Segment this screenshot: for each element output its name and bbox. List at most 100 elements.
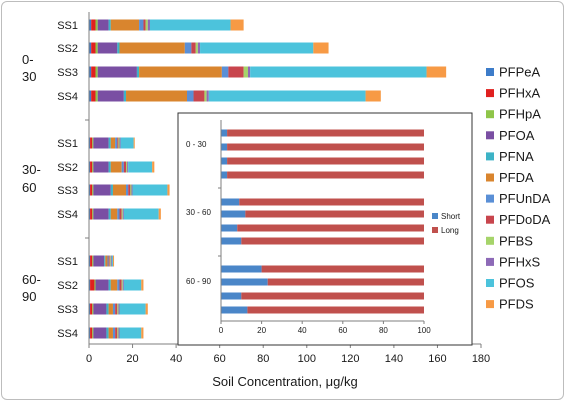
category-label-30-60-ss4: SS4: [57, 209, 78, 221]
bar-pfdoda-60-90-ss2: [119, 279, 122, 291]
bar-pfda-30-60-ss4: [110, 208, 118, 220]
group-label-1: 30-: [22, 162, 41, 177]
bar-pfbs-60-90-ss3: [117, 303, 119, 315]
inset-bar-long-0-30-ss4: [227, 171, 424, 179]
bar-pfbs-30-60-ss4: [121, 208, 123, 220]
legend-swatch-pfdoda: [486, 215, 494, 224]
group-label-2-line2: 90: [22, 289, 36, 304]
x-tick-label-120: 120: [341, 353, 359, 365]
bar-pfunda-30-60-ss1: [115, 137, 118, 149]
bar-pfoa-30-60-ss3: [93, 184, 111, 196]
inset-bar-short-30-60-ss2: [221, 210, 246, 218]
bar-pfpea-60-90-ss1: [89, 255, 91, 267]
bar-pfhxa-60-90-ss2: [90, 279, 95, 291]
legend-label-pfda: PFDA: [499, 170, 534, 185]
bar-pfds-60-90-ss4: [141, 327, 144, 339]
inset-bar-long-0-30-ss3: [227, 157, 424, 165]
bar-pfdoda-60-90-ss1: [108, 255, 110, 267]
legend-swatch-pfpea: [486, 68, 494, 76]
bar-pfbs-0-30-ss3: [243, 66, 248, 78]
bar-pfunda-60-90-ss2: [117, 279, 120, 291]
legend-label-pfhxs: PFHxS: [499, 254, 541, 269]
bar-pfhxa-0-30-ss4: [91, 90, 96, 102]
x-tick-label-80: 80: [257, 353, 269, 365]
bar-pfunda-60-90-ss4: [112, 327, 116, 339]
inset-bar-short-0-30-ss3: [221, 157, 228, 165]
bar-pfos-30-60-ss2: [128, 161, 153, 173]
bar-pfds-30-60-ss1: [133, 137, 135, 149]
bar-pfos-60-90-ss1: [111, 255, 113, 267]
bar-pfna-30-60-ss2: [108, 161, 111, 173]
inset-chart: 0 - 30 30 - 60 60 - 90 0 20 40 60 80 100 Short Lon…: [177, 112, 473, 346]
legend-swatch-pfhxa: [486, 89, 494, 98]
bar-pfds-30-60-ss4: [158, 208, 161, 220]
bar-pfos-0-30-ss4: [208, 90, 366, 102]
category-label-0-30-ss4: SS4: [57, 91, 78, 103]
bar-pfda-30-60-ss2: [110, 161, 122, 173]
bar-pfhxs-0-30-ss1: [147, 19, 150, 31]
x-tick-label-140: 140: [385, 353, 403, 365]
bar-pfos-60-90-ss3: [119, 303, 146, 315]
bar-pfhpa-30-60-ss2: [92, 161, 94, 173]
main-chart: SS1 SS2 SS3 SS4 0- 30 SS1 SS2 SS3 SS4 30- 60 SS1 SS2 S…: [22, 12, 490, 389]
bar-pfoa-30-60-ss1: [93, 137, 109, 149]
bar-pfhxs-0-30-ss3: [247, 66, 251, 78]
bar-pfna-30-60-ss3: [110, 184, 113, 196]
bar-pfhpa-60-90-ss1: [92, 255, 94, 267]
bar-pfos-60-90-ss4: [119, 327, 142, 339]
inset-bar-short-60-90-ss3: [221, 292, 242, 300]
legend-label-pfpea: PFPeA: [499, 65, 541, 80]
bar-pfda-30-60-ss3: [112, 184, 127, 196]
main-legend: PFPeA PFHxA PFHpA PFOA PFNA PFDA PFUnDA PFDoDA P…: [486, 65, 551, 312]
inset-x-tick-label-60: 60: [338, 326, 347, 335]
bar-pfbs-30-60-ss3: [130, 184, 132, 196]
inset-bar-long-60-90-ss4: [247, 306, 424, 314]
legend-swatch-pfds: [486, 300, 494, 309]
bar-pfpea-60-90-ss3: [89, 303, 91, 315]
bar-pfdoda-0-30-ss4: [193, 90, 205, 102]
bar-pfdoda-30-60-ss4: [119, 208, 122, 220]
bar-pfhxa-0-30-ss3: [91, 66, 96, 78]
bar-pfpea-0-30-ss3: [89, 66, 92, 78]
bar-pfna-60-90-ss3: [106, 303, 109, 315]
bar-pfunda-60-90-ss1: [107, 255, 109, 267]
category-label-0-30-ss3: SS3: [57, 67, 78, 79]
inset-bar-long-30-60-ss2: [245, 210, 424, 218]
legend-label-pfdoda: PFDoDA: [499, 212, 551, 227]
bar-pfunda-0-30-ss1: [139, 19, 144, 31]
legend-label-pfhpa: PFHpA: [499, 107, 541, 122]
x-tick-label-180: 180: [472, 353, 490, 365]
legend-swatch-pfda: [486, 173, 494, 182]
bar-pfhxa-30-60-ss2: [90, 161, 93, 173]
bar-pfos-60-90-ss2: [123, 279, 142, 291]
bar-pfpea-30-60-ss2: [89, 161, 91, 173]
legend-label-pfoa: PFOA: [499, 128, 535, 143]
bar-pfoa-30-60-ss4: [93, 208, 109, 220]
bar-pfdoda-0-30-ss3: [228, 66, 244, 78]
bar-pfna-0-30-ss3: [136, 66, 140, 78]
bar-pfbs-0-30-ss2: [195, 42, 198, 54]
inset-group-label-0: 0 - 30: [186, 140, 207, 149]
bar-pfbs-60-90-ss1: [109, 255, 111, 267]
bar-pfda-60-90-ss1: [105, 255, 108, 267]
bar-pfunda-0-30-ss3: [221, 66, 229, 78]
bar-pfbs-60-90-ss4: [117, 327, 119, 339]
legend-label-pfos: PFOS: [499, 276, 535, 291]
bar-pfhxa-60-90-ss1: [90, 255, 93, 267]
bar-pfos-30-60-ss4: [123, 208, 159, 220]
inset-bar-long-30-60-ss4: [241, 237, 424, 245]
bar-pfhxs-60-90-ss2: [122, 279, 124, 291]
legend-swatch-pfna: [486, 152, 494, 161]
x-tick-label-0: 0: [86, 353, 92, 365]
bar-pfunda-0-30-ss4: [187, 90, 194, 102]
bar-pfhxs-30-60-ss3: [131, 184, 133, 196]
group-label-1-line2: 60: [22, 180, 36, 195]
bar-pfna-30-60-ss1: [108, 137, 111, 149]
inset-bar-short-60-90-ss1: [221, 265, 262, 273]
bar-pfds-0-30-ss1: [230, 19, 244, 31]
bar-pfds-0-30-ss2: [313, 42, 329, 54]
bar-pfpea-30-60-ss3: [89, 184, 91, 196]
inset-bar-short-0-30-ss2: [221, 143, 228, 151]
bar-pfds-0-30-ss4: [365, 90, 381, 102]
